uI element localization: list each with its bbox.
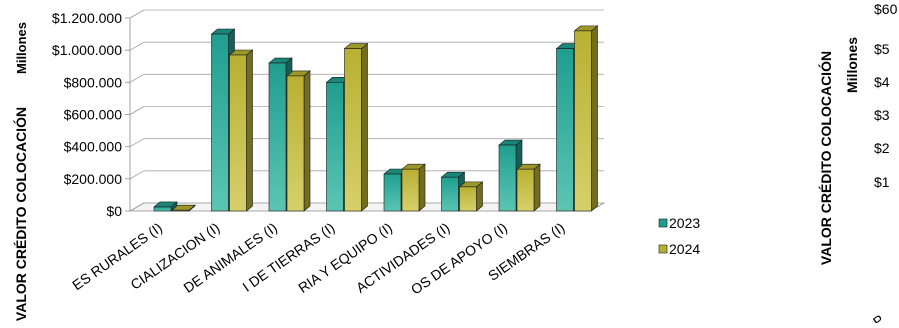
bar-front xyxy=(459,186,477,212)
bar-front xyxy=(574,30,592,212)
gridline-diag xyxy=(129,9,145,19)
gridline-diag xyxy=(129,170,145,180)
bar-2024-1 xyxy=(228,49,254,212)
second-y-axis-title: VALOR CRÉDITO COLOCACIÓN xyxy=(817,51,834,265)
bar-front xyxy=(516,168,535,212)
second-y-tick-label: $2 xyxy=(874,140,890,156)
y-axis-title: VALOR CRÉDITO COLOCACIÓN xyxy=(12,107,29,321)
gridline-diag xyxy=(129,73,145,83)
bar-2024-6 xyxy=(516,163,541,212)
bar-2023-0 xyxy=(153,201,178,212)
y-tick-label: $0 xyxy=(106,203,122,219)
second-units-label: Millones xyxy=(844,37,860,93)
bar-front xyxy=(211,33,229,212)
x-tick-label: OS DE APOYO (I) xyxy=(408,219,510,297)
bar-front xyxy=(344,48,362,212)
bar-side xyxy=(303,70,311,212)
bar-2024-2 xyxy=(286,70,311,212)
legend-swatch xyxy=(658,218,668,228)
bar-front xyxy=(441,176,459,212)
y-tick-label: $400.000 xyxy=(64,139,123,155)
y-axis-units-label: Millones xyxy=(14,22,29,74)
legend-swatch xyxy=(658,244,668,254)
second-y-tick-label: $4 xyxy=(874,74,890,90)
gridline-diag xyxy=(129,138,145,148)
bar-side xyxy=(533,163,541,212)
bar-side xyxy=(418,163,426,212)
gridline-diag xyxy=(129,202,145,212)
bar-2024-3 xyxy=(343,42,369,212)
second-y-tick-label: $5 xyxy=(874,41,890,57)
bar-side xyxy=(591,25,598,212)
second-y-tick-label: $1 xyxy=(874,174,890,190)
bar-front xyxy=(556,48,574,212)
legend-label: 2024 xyxy=(669,241,700,257)
bar-side xyxy=(361,42,368,212)
bar-front xyxy=(229,54,247,212)
bar-front xyxy=(286,75,305,212)
bar-front xyxy=(153,206,172,212)
legend-label: 2023 xyxy=(669,215,700,231)
bar-front xyxy=(498,144,517,212)
y-tick-label: $800.000 xyxy=(64,74,123,90)
bar-front xyxy=(171,209,190,212)
bar-2024-7 xyxy=(573,25,599,212)
y-tick-label: $1.200.000 xyxy=(52,10,122,26)
second-y-tick-label: $3 xyxy=(874,107,890,123)
bar-2024-4 xyxy=(401,163,426,212)
bar-2024-0 xyxy=(171,204,196,212)
x-tick-label: RIA Y EQUIPO (I) xyxy=(295,219,395,296)
bar-2024-5 xyxy=(458,181,484,212)
y-tick-label: $1.000.000 xyxy=(52,42,122,58)
bar-side xyxy=(246,49,253,212)
bar-front xyxy=(326,82,344,212)
second-x-tick-fragment: S P xyxy=(859,311,887,323)
gridline-diag xyxy=(129,106,145,115)
second-y-tick-label: $60 xyxy=(874,1,898,17)
y-tick-label: $200.000 xyxy=(64,171,123,187)
gridline-diag xyxy=(129,41,145,51)
bar-front xyxy=(401,168,420,212)
y-tick-label: $600.000 xyxy=(64,107,123,123)
bar-front xyxy=(383,173,402,212)
bar-front xyxy=(268,62,287,212)
